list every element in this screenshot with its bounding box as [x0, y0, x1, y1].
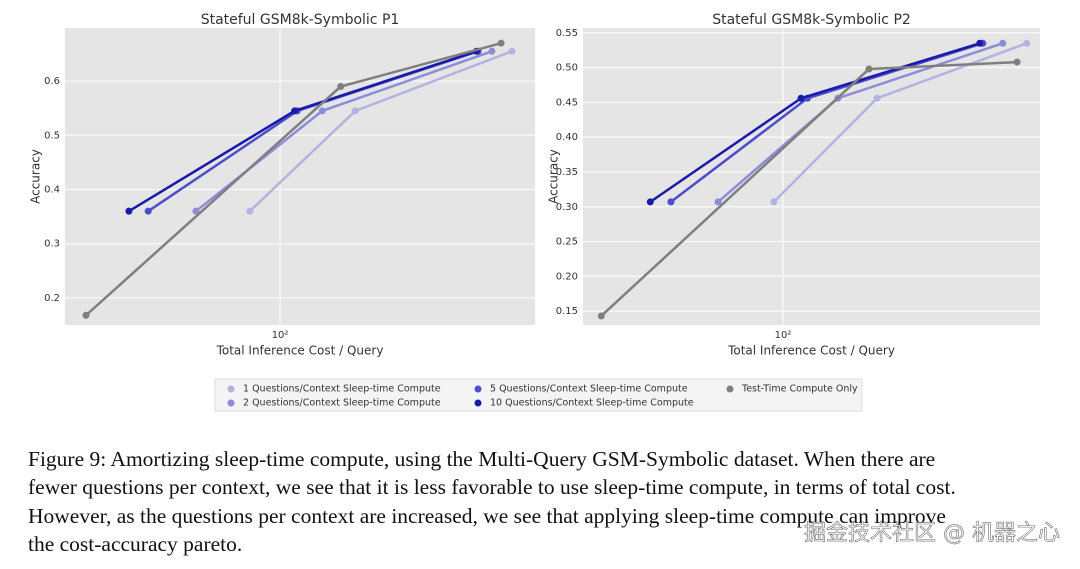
y-tick-label: 0.2 [44, 293, 60, 304]
data-point [597, 312, 605, 320]
caption-line: fewer questions per context, we see that… [28, 475, 956, 499]
data-point [318, 107, 326, 115]
data-point [667, 198, 675, 206]
y-tick-label: 0.15 [556, 306, 578, 317]
data-point [192, 207, 200, 215]
legend-label: Test-Time Compute Only [741, 384, 858, 395]
data-point [1013, 58, 1021, 66]
legend-marker [474, 399, 482, 407]
data-point [246, 207, 254, 215]
y-tick-label: 0.45 [556, 97, 578, 108]
y-tick-label: 0.55 [556, 28, 578, 39]
data-point [508, 47, 516, 55]
data-point [865, 65, 873, 73]
data-point [125, 207, 133, 215]
caption-line: the cost-accuracy pareto. [28, 532, 242, 556]
legend-label: 1 Questions/Context Sleep-time Compute [243, 384, 441, 395]
legend-marker [227, 385, 235, 393]
data-point [1023, 39, 1031, 47]
data-point [337, 83, 345, 91]
watermark: 掘金技术社区 @ 机器之心 [804, 521, 1060, 546]
y-tick-label: 0.20 [556, 271, 578, 282]
legend-marker [474, 385, 482, 393]
y-tick-label: 0.35 [556, 167, 578, 178]
plot-area [65, 28, 535, 325]
plot-area [583, 28, 1040, 325]
chart-title: Stateful GSM8k-Symbolic P1 [201, 12, 400, 28]
y-tick-label: 0.6 [44, 76, 60, 87]
data-point [714, 198, 722, 206]
data-point [873, 94, 881, 102]
data-point [999, 39, 1007, 47]
x-axis-label: Total Inference Cost / Query [727, 344, 895, 358]
data-point [351, 107, 359, 115]
x-tick-label: 10² [272, 330, 289, 341]
data-point [144, 207, 152, 215]
data-point [770, 198, 778, 206]
y-tick-label: 0.3 [44, 239, 60, 250]
y-axis-label: Accuracy [29, 149, 43, 204]
data-point [291, 107, 299, 115]
legend-marker [726, 385, 734, 393]
legend-box [214, 378, 863, 412]
chart-title: Stateful GSM8k-Symbolic P2 [712, 12, 911, 28]
y-tick-label: 0.4 [44, 185, 60, 196]
y-tick-label: 0.5 [44, 130, 60, 141]
data-point [488, 47, 496, 55]
data-point [82, 311, 90, 319]
legend-label: 5 Questions/Context Sleep-time Compute [490, 384, 688, 395]
y-tick-label: 0.40 [556, 132, 578, 143]
x-tick-label: 10² [775, 330, 792, 341]
caption-line: However, as the questions per context ar… [28, 504, 946, 528]
y-tick-label: 0.30 [556, 202, 578, 213]
legend-label: 10 Questions/Context Sleep-time Compute [490, 398, 694, 409]
y-tick-label: 0.50 [556, 63, 578, 74]
data-point [797, 94, 805, 102]
data-point [497, 39, 505, 47]
x-axis-label: Total Inference Cost / Query [216, 344, 384, 358]
caption-line: Figure 9: Amortizing sleep-time compute,… [28, 447, 935, 471]
y-tick-label: 0.25 [556, 237, 578, 248]
legend-label: 2 Questions/Context Sleep-time Compute [243, 398, 441, 409]
data-point [976, 39, 984, 47]
data-point [646, 198, 654, 206]
y-axis-label: Accuracy [547, 149, 561, 204]
legend-marker [227, 399, 235, 407]
